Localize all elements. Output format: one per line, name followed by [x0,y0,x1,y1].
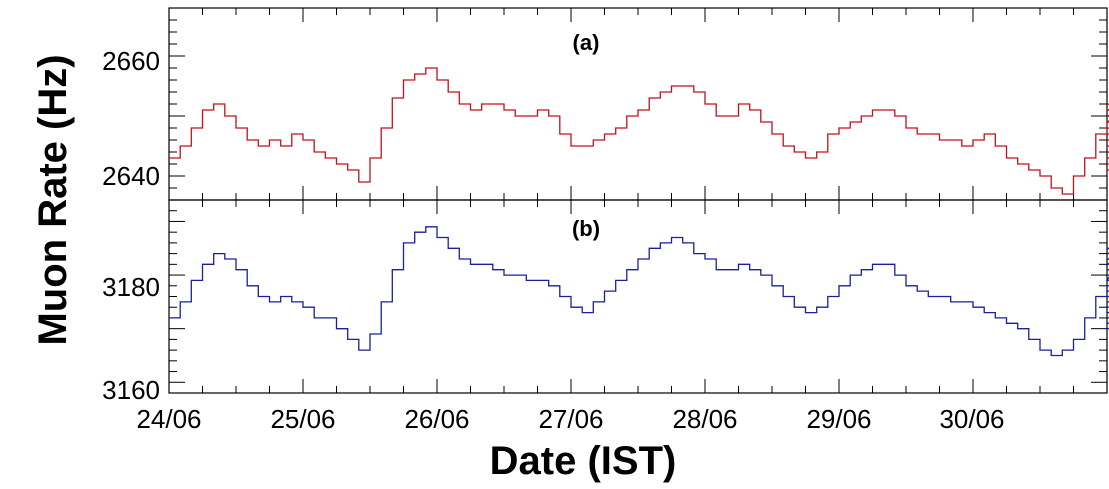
y-axis-title: Muon Rate (Hz) [31,54,75,345]
panel-a-frame [168,7,1108,201]
x-axis-ticks [168,8,1108,393]
x-tick-label-2: 25/06 [270,404,335,434]
panel-b-frame [168,199,1108,394]
x-axis-title: Date (IST) [490,439,677,483]
series-a-line [169,67,1109,195]
panel-a-ticks [169,19,1107,189]
panel-a-label: (a) [573,30,600,55]
series-b-line [169,226,1109,357]
x-tick-label-6: 29/06 [806,404,871,434]
y-tick-label-a-2640: 2640 [102,161,160,191]
x-tick-label-4: 27/06 [538,404,603,434]
y-tick-label-b-3160: 3160 [102,375,160,405]
panel-b-label: (b) [572,216,600,241]
x-tick-label-3: 26/06 [404,404,469,434]
panel-b-ticks [169,210,1107,383]
y-tick-label-b-3180: 3180 [102,272,160,302]
x-tick-label-1: 24/06 [136,404,201,434]
y-tick-label-a-2660: 2660 [102,46,160,76]
x-tick-label-7: 30/06 [939,404,1004,434]
x-tick-label-5: 28/06 [672,404,737,434]
